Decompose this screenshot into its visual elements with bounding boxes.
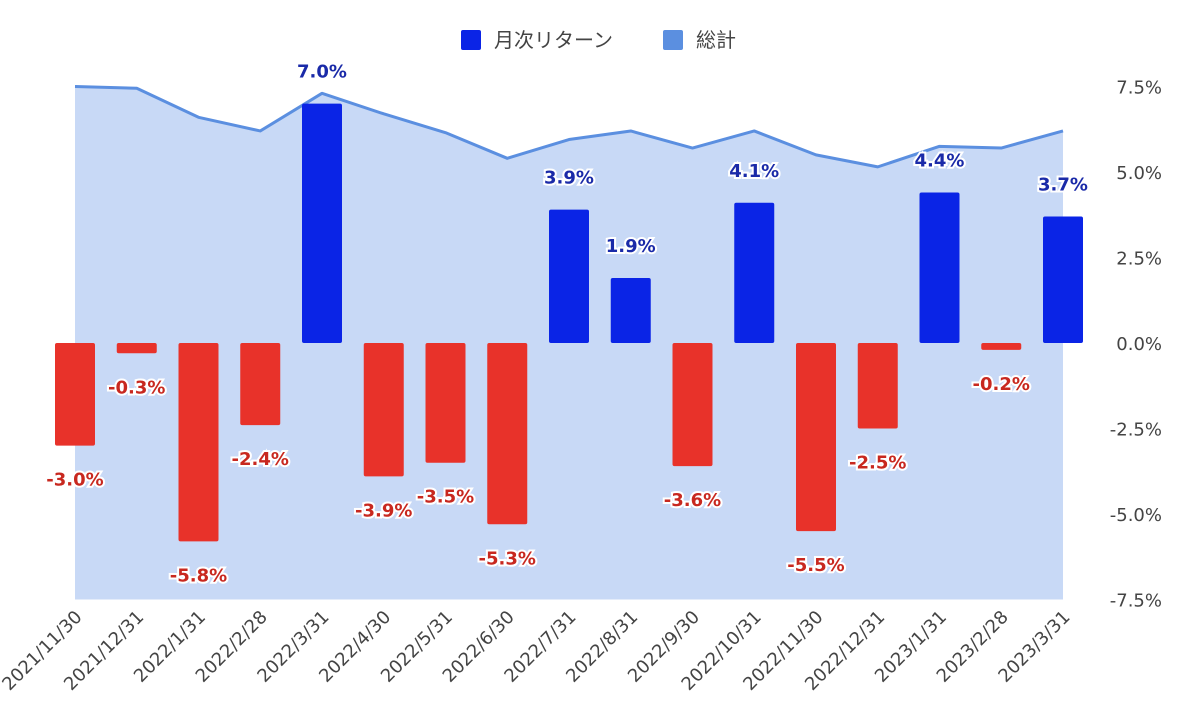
y-tick-label: 5.0% bbox=[1116, 163, 1162, 184]
data-label-2022/3/31: 7.0% bbox=[297, 62, 347, 83]
data-label-2021/11/30: -3.0% bbox=[46, 470, 103, 491]
bar-2022/1/31 bbox=[178, 343, 219, 542]
data-label-2022/2/28: -2.4% bbox=[232, 449, 289, 470]
bar-2022/5/31 bbox=[425, 343, 466, 463]
bar-2022/7/31 bbox=[549, 209, 589, 343]
y-tick-label: 0.0% bbox=[1116, 334, 1162, 355]
legend-swatch-monthly-return bbox=[461, 30, 481, 50]
data-labels: -3.0% -0.3% -5.8% -2.4% 7.0% -3.9%-3.5% -5.3% 3… bbox=[44, 60, 1090, 589]
data-label-2022/9/30: -3.6% bbox=[664, 490, 721, 511]
bar-2023/3/31 bbox=[1043, 216, 1083, 343]
data-label-2022/6/30: -5.3% bbox=[479, 548, 536, 569]
legend-label-total: 総計 bbox=[696, 28, 736, 52]
bar-2022/8/31 bbox=[610, 278, 651, 343]
bar-2021/12/31 bbox=[116, 343, 157, 354]
area-line-total bbox=[74, 85, 1064, 169]
data-label-2022/4/30: -3.9% bbox=[355, 500, 412, 521]
bar-2022/2/28 bbox=[240, 343, 281, 426]
bar-2022/11/30 bbox=[796, 343, 836, 532]
data-label-2022/1/31: -5.8% bbox=[170, 565, 227, 586]
bar-2022/12/31 bbox=[857, 343, 898, 429]
bar-2022/3/31 bbox=[302, 103, 342, 343]
y-tick-label: 7.5% bbox=[1116, 78, 1162, 99]
data-label-2023/3/31: 3.7% bbox=[1038, 174, 1088, 195]
data-label-2022/10/31: 4.1% bbox=[729, 161, 779, 182]
x-axis-ticks: 2021/11/302021/12/312022/1/312022/2/2820… bbox=[0, 607, 1075, 695]
y-tick-label: -5.0% bbox=[1110, 505, 1162, 526]
y-tick-label: 2.5% bbox=[1116, 249, 1162, 270]
data-label-2021/12/31: -0.3% bbox=[108, 377, 165, 398]
data-label-2023/2/28: -0.2% bbox=[973, 374, 1030, 395]
bar-2022/9/30 bbox=[672, 343, 713, 467]
y-axis-ticks: 7.5% 5.0% 2.5% 0.0% -2.5% -5.0% -7.5% bbox=[1110, 78, 1162, 612]
data-label-2022/5/31: -3.5% bbox=[417, 487, 474, 508]
legend-label-monthly-return: 月次リターン bbox=[494, 28, 613, 52]
data-label-2022/11/30: -5.5% bbox=[787, 555, 844, 576]
y-tick-label: -2.5% bbox=[1110, 420, 1162, 441]
bar-2023/2/28 bbox=[981, 343, 1022, 350]
data-label-2022/7/31: 3.9% bbox=[544, 168, 594, 189]
legend: 月次リターン 総計 bbox=[461, 28, 736, 52]
bar-2021/11/30 bbox=[55, 343, 95, 446]
legend-swatch-total bbox=[663, 30, 683, 50]
bar-series bbox=[55, 103, 1083, 542]
bar-2023/1/31 bbox=[919, 192, 960, 343]
data-label-2022/8/31: 1.9% bbox=[606, 236, 656, 257]
bar-2022/4/30 bbox=[363, 343, 404, 477]
data-label-2023/1/31: 4.4% bbox=[915, 151, 965, 172]
data-label-2022/12/31: -2.5% bbox=[849, 453, 906, 474]
bar-2022/10/31 bbox=[734, 202, 775, 343]
y-tick-label: -7.5% bbox=[1110, 591, 1162, 612]
bar-2022/6/30 bbox=[487, 343, 528, 525]
